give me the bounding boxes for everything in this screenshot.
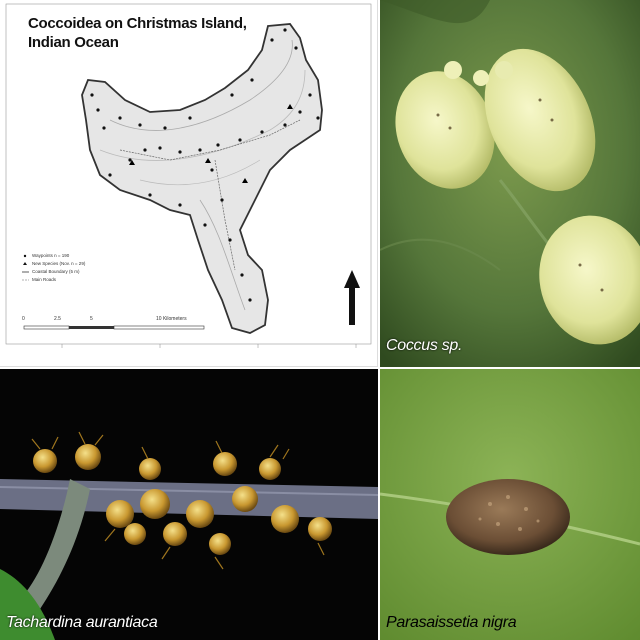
green-leaf	[0, 569, 55, 640]
scale-label: 0	[22, 316, 25, 322]
scale-label: 2.5	[54, 316, 61, 322]
parasaissetia-photo-panel: Parasaissetia nigra	[380, 369, 640, 640]
map-title-line-1: Coccoidea on Christmas Island,	[28, 15, 247, 32]
coccus-caption: Coccus sp.	[386, 337, 463, 354]
new-species-markers	[129, 104, 293, 183]
legend-symbols	[22, 254, 29, 281]
map-legend: Waypoints n = 190 New Species (Nov. n = …	[22, 252, 85, 284]
scale-label: 10 Kilometers	[156, 316, 187, 322]
brown-scale-insect	[446, 479, 570, 555]
scale-label: 5	[90, 316, 93, 322]
legend-item: Coastal Boundary (5 m)	[32, 269, 80, 274]
coccus-photo	[380, 0, 640, 367]
tachardina-caption: Tachardina aurantiaca	[6, 614, 158, 631]
legend-item: Main Roads	[32, 277, 57, 282]
island-map	[5, 3, 372, 348]
scale-insect-2	[484, 48, 596, 192]
legend-item: New Species (Nov. n = 29)	[32, 261, 86, 266]
scale-insect-3	[539, 215, 640, 345]
scale-bar	[23, 325, 205, 330]
scale-insect-1	[395, 71, 495, 189]
legend-item: Waypoints n = 190	[32, 253, 70, 258]
leaf-stem	[20, 479, 90, 609]
tachardina-photo	[0, 369, 378, 640]
christmas-island-outline	[81, 23, 323, 334]
coccus-photo-panel: Coccus sp.	[380, 0, 640, 367]
north-arrow-icon	[344, 270, 360, 325]
waypoint-markers	[90, 28, 320, 302]
lac-insect-cluster	[33, 444, 332, 555]
tachardina-photo-panel: Tachardina aurantiaca	[0, 369, 378, 640]
ant-legs	[31, 431, 325, 570]
map-title-line-2: Indian Ocean	[28, 34, 119, 51]
parasaissetia-photo	[380, 369, 640, 640]
parasaissetia-caption: Parasaissetia nigra	[386, 614, 517, 631]
map-panel: Coccoidea on Christmas Island, Indian Oc…	[0, 0, 378, 367]
map-title: Coccoidea on Christmas Island, Indian Oc…	[28, 14, 258, 52]
